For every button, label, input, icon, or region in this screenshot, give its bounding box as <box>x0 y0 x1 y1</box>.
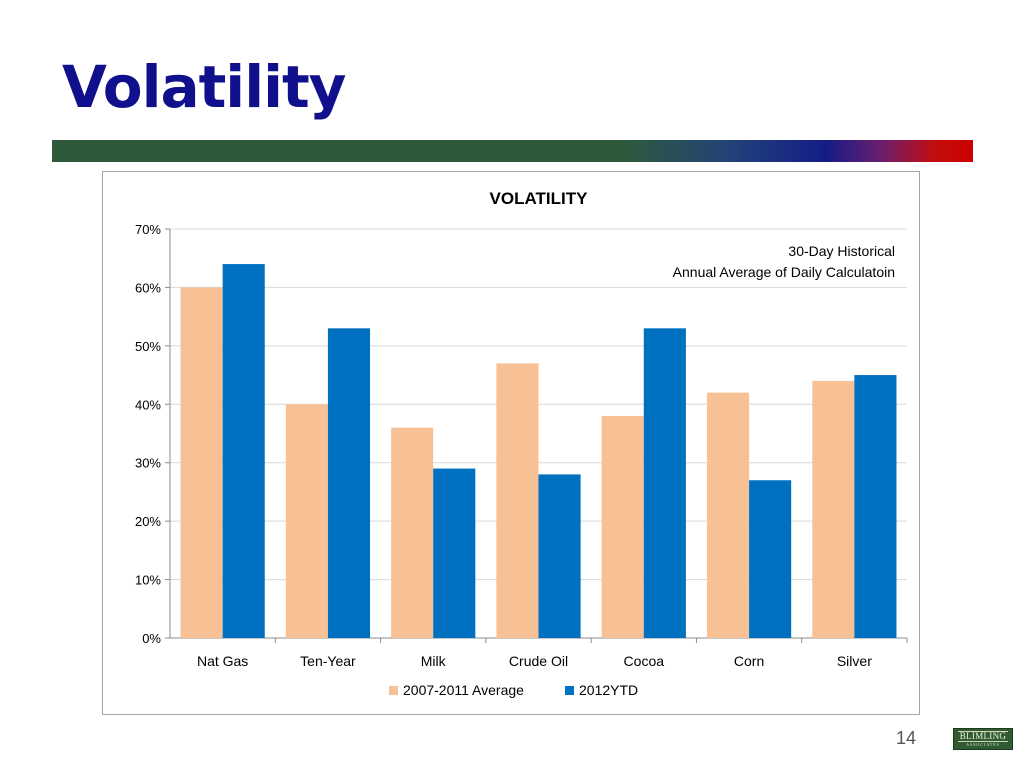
bar-average-crude-oil <box>496 363 539 638</box>
x-tick-label: Milk <box>421 653 447 669</box>
x-tick-label: Nat Gas <box>197 653 248 669</box>
bar-2012ytd-nat-gas <box>222 264 265 638</box>
chart-frame: VOLATILITY 0% 10% 20% 30% 40% 50% 60% 70% Nat Gas… <box>102 171 920 715</box>
bar-average-milk <box>391 427 434 638</box>
x-tick-label: Ten-Year <box>300 653 356 669</box>
chart-annotation-line: 30-Day Historical <box>788 243 895 259</box>
bar-2012ytd-milk <box>433 468 476 638</box>
x-tick-label: Corn <box>734 653 764 669</box>
y-tick-label: 10% <box>135 573 161 588</box>
bar-2012ytd-ten-year <box>327 328 371 638</box>
legend-label-2012ytd: 2012YTD <box>579 682 638 698</box>
logo-name: BLIMLING <box>957 731 1009 742</box>
bar-average-ten-year <box>285 404 328 638</box>
bar-average-corn <box>706 392 750 638</box>
bar-2012ytd-crude-oil <box>538 474 581 638</box>
slide-title: Volatility <box>62 53 346 121</box>
legend-swatch-2012ytd <box>565 686 574 695</box>
y-tick-label: 50% <box>135 339 161 354</box>
logo-subtitle: ASSOCIATES <box>966 742 1000 747</box>
y-tick-label: 20% <box>135 514 161 529</box>
x-tick-label: Silver <box>837 653 872 669</box>
legend-label-average: 2007-2011 Average <box>403 682 524 698</box>
x-tick-label: Cocoa <box>624 653 665 669</box>
bar-average-cocoa <box>601 415 644 638</box>
page-number: 14 <box>896 728 917 748</box>
y-tick-label: 70% <box>135 222 161 237</box>
y-tick-label: 40% <box>135 397 161 412</box>
bar-2012ytd-corn <box>749 480 792 638</box>
x-tick-label: Crude Oil <box>509 653 568 669</box>
volatility-chart: VOLATILITY 0% 10% 20% 30% 40% 50% 60% 70% Nat Gas… <box>135 189 908 698</box>
y-tick-label: 30% <box>135 456 161 471</box>
legend-swatch-average <box>389 686 398 695</box>
y-tick-label: 60% <box>135 280 161 295</box>
bar-2012ytd-cocoa <box>643 328 686 638</box>
company-logo: BLIMLING ASSOCIATES <box>953 728 1013 750</box>
chart-title: VOLATILITY <box>490 189 589 208</box>
bar-average-silver <box>812 380 855 638</box>
y-tick-label: 0% <box>142 631 161 646</box>
title-underline-bar <box>52 140 973 162</box>
bar-2012ytd-silver <box>854 375 897 638</box>
bar-average-nat-gas <box>180 287 223 638</box>
chart-annotation-line: Annual Average of Daily Calculatoin <box>673 264 895 280</box>
